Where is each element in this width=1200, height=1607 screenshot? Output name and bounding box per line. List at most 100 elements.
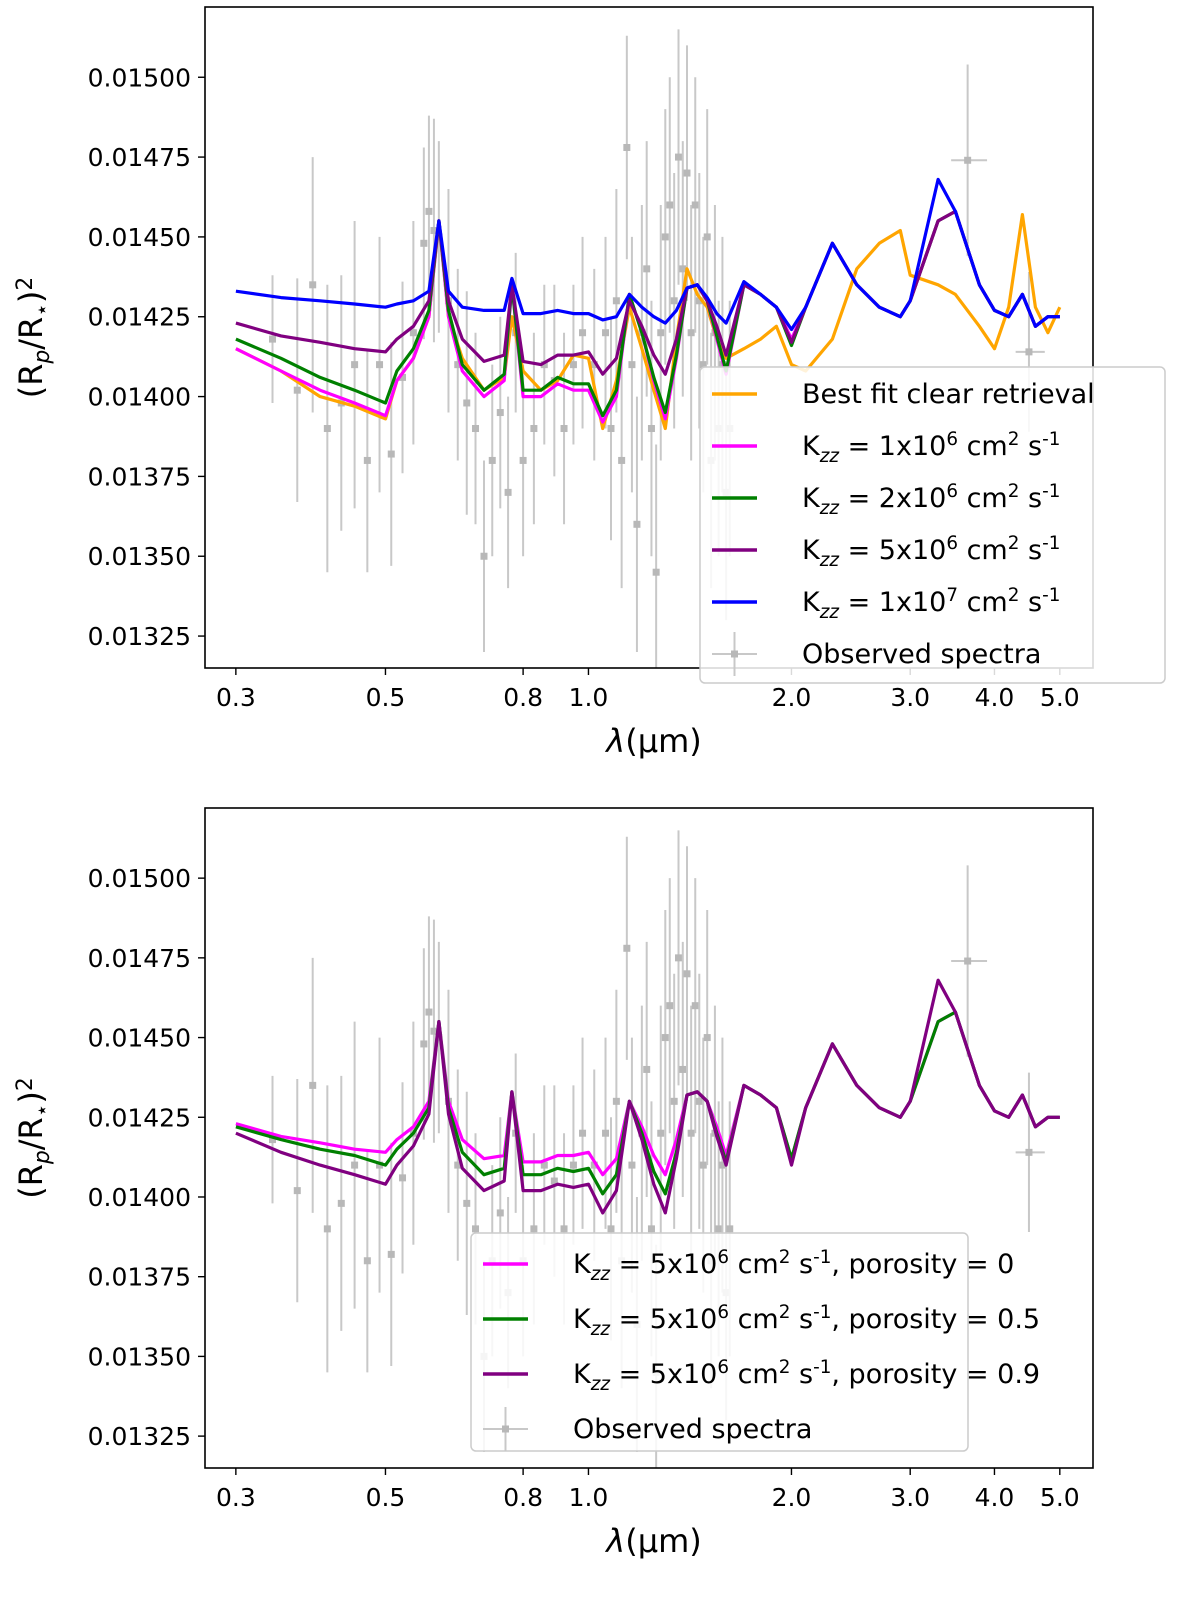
observed-point xyxy=(623,836,631,1060)
observed-marker xyxy=(309,1081,317,1089)
observed-point xyxy=(540,1085,548,1245)
observed-point xyxy=(293,1079,301,1303)
observed-point xyxy=(951,865,988,1057)
observed-point xyxy=(387,342,395,566)
observed-marker xyxy=(715,1225,723,1233)
observed-point xyxy=(323,284,331,573)
observed-marker xyxy=(590,361,598,369)
x-tick-label: 0.3 xyxy=(216,683,256,712)
observed-marker xyxy=(699,361,707,369)
observed-marker xyxy=(420,1040,428,1048)
observed-point xyxy=(679,941,687,1197)
observed-marker xyxy=(623,144,631,152)
x-tick-label: 0.3 xyxy=(216,1483,256,1512)
y-tick-label: 0.01500 xyxy=(88,63,191,92)
series-line xyxy=(235,177,1060,332)
x-tick-label: 5.0 xyxy=(1040,1483,1080,1512)
observed-point xyxy=(675,830,683,1086)
observed-marker xyxy=(363,1257,371,1265)
observed-marker xyxy=(488,456,496,464)
observed-marker xyxy=(699,1161,707,1169)
y-tick-label: 0.01325 xyxy=(88,622,191,651)
observed-marker xyxy=(472,425,480,433)
observed-marker xyxy=(550,1177,558,1185)
observed-point xyxy=(293,278,301,502)
legend-label: Observed spectra xyxy=(573,1414,812,1445)
observed-point xyxy=(399,281,407,474)
observed-point xyxy=(309,157,317,413)
observed-marker xyxy=(652,568,660,576)
observed-marker xyxy=(628,361,636,369)
observed-marker xyxy=(643,265,651,273)
legend-box xyxy=(699,366,1166,684)
x-tick-label: 0.8 xyxy=(503,683,543,712)
observed-marker xyxy=(602,1129,610,1137)
observed-marker xyxy=(430,227,438,235)
x-tick-label: 4.0 xyxy=(975,683,1015,712)
legend-label: Kzz = 5x106 cm2 s-1, porosity = 0 xyxy=(573,1247,1014,1285)
observed-marker xyxy=(695,297,703,305)
observed-marker xyxy=(480,552,488,560)
observed-marker xyxy=(679,1065,687,1073)
y-tick-label: 0.01350 xyxy=(88,542,191,571)
legend-item: Kzz = 5x106 cm2 s-1, porosity = 0.5 xyxy=(483,1302,1040,1340)
observed-point xyxy=(633,396,641,653)
observed-marker xyxy=(454,361,462,369)
x-axis-label: λ(μm) xyxy=(604,1522,701,1560)
legend-label: Kzz = 5x106 cm2 s-1 xyxy=(802,533,1060,571)
observed-marker xyxy=(691,201,699,209)
observed-marker xyxy=(718,1161,726,1169)
observed-point xyxy=(430,118,438,343)
observed-point xyxy=(399,1082,407,1274)
observed-marker xyxy=(623,944,631,952)
observed-point xyxy=(351,1021,359,1309)
x-tick-label: 1.0 xyxy=(569,1483,609,1512)
observed-marker xyxy=(612,297,620,305)
chart-panel-bottom: 0.01325 0.01350 0.01375 0.01400 0.01425 0.014… xyxy=(12,807,1094,1560)
observed-point xyxy=(670,173,678,429)
observed-point xyxy=(430,919,438,1143)
observed-marker xyxy=(309,281,317,289)
y-tick-label: 0.01450 xyxy=(88,223,191,252)
legend-swatch-marker xyxy=(731,650,738,658)
observed-marker xyxy=(376,1161,384,1169)
y-axis-label: (Rp/R⋆)2 xyxy=(12,277,55,399)
observed-point xyxy=(683,45,691,301)
observed-marker xyxy=(435,233,443,241)
x-tick-label: 3.0 xyxy=(890,1483,930,1512)
observed-point xyxy=(652,444,660,668)
observed-point xyxy=(602,1037,610,1229)
y-tick-label: 0.01325 xyxy=(88,1422,191,1451)
observed-point xyxy=(337,1075,345,1331)
observed-marker xyxy=(560,1225,568,1233)
observed-point xyxy=(687,204,695,461)
y-tick-label: 0.01425 xyxy=(88,1103,191,1132)
legend-box xyxy=(470,1232,969,1452)
observed-marker xyxy=(964,156,972,164)
legend: Kzz = 5x106 cm2 s-1, porosity = 0 Kzz = 5… xyxy=(470,1232,1040,1452)
legend-swatch-marker xyxy=(502,1425,509,1433)
observed-point xyxy=(387,1142,395,1366)
legend-label: Kzz = 2x106 cm2 s-1 xyxy=(802,481,1060,519)
observed-marker xyxy=(409,329,417,337)
observed-marker xyxy=(323,425,331,433)
observed-point xyxy=(951,64,988,257)
legend-item: Kzz = 1x106 cm2 s-1 xyxy=(712,429,1060,467)
y-axis-label: (Rp/R⋆)2 xyxy=(12,1077,55,1199)
axes-frame xyxy=(204,6,1094,669)
observed-marker xyxy=(540,1161,548,1169)
observed-marker xyxy=(703,1034,711,1042)
observed-point xyxy=(683,846,691,1102)
legend: Best fit clear retrieval Kzz = 1x106 cm2 … xyxy=(699,366,1166,684)
x-axis-label: λ(μm) xyxy=(604,722,701,760)
observed-marker xyxy=(687,1129,695,1137)
x-tick-label: 4.0 xyxy=(975,1483,1015,1512)
observed-marker xyxy=(569,361,577,369)
observed-marker xyxy=(670,1097,678,1105)
observed-marker xyxy=(579,1129,587,1137)
observed-marker xyxy=(504,488,512,496)
observed-point xyxy=(590,268,598,461)
x-tick-label: 3.0 xyxy=(890,683,930,712)
observed-marker xyxy=(519,456,527,464)
observed-point xyxy=(363,1149,371,1373)
